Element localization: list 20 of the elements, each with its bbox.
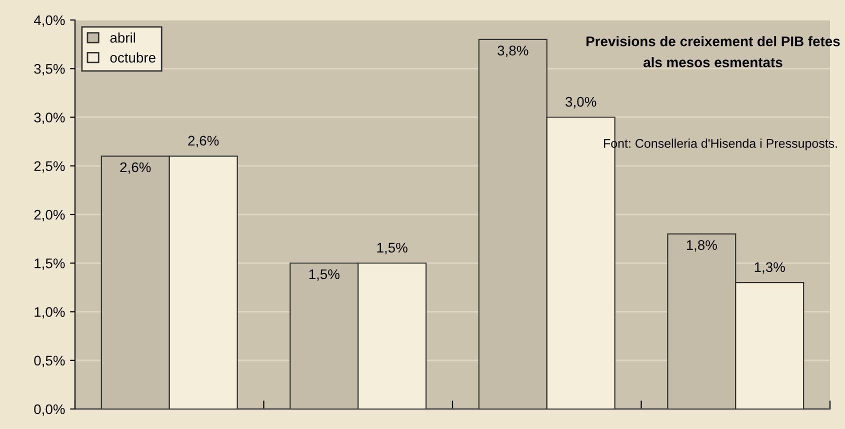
data-label: 2,6% bbox=[120, 162, 151, 174]
annotation: Previsions de creixement del PIB fetes als mesos esmentats bbox=[586, 36, 840, 68]
y-tick-label: 3,5% bbox=[34, 64, 65, 76]
y-tick-label: 2,5% bbox=[34, 161, 65, 173]
data-label: 3,0% bbox=[566, 96, 596, 108]
legend-label: octubre bbox=[110, 52, 156, 63]
data-label: 1,8% bbox=[686, 240, 717, 252]
y-tick-label: 1,0% bbox=[34, 307, 65, 319]
y-tick-label: 0,5% bbox=[34, 356, 65, 368]
y-tick-label: 1,5% bbox=[34, 258, 65, 270]
y-tick-label: 2,0% bbox=[34, 210, 65, 222]
data-label: 1,5% bbox=[309, 269, 340, 281]
legend-label: abril bbox=[110, 32, 136, 43]
y-tick-label: 3,0% bbox=[34, 112, 65, 124]
data-label: 2,6% bbox=[188, 136, 219, 148]
data-label: 1,3% bbox=[754, 262, 785, 274]
data-label: 1,5% bbox=[377, 242, 408, 254]
y-tick-label: 0,0% bbox=[34, 404, 65, 416]
y-tick-label: 4,0% bbox=[34, 15, 65, 27]
data-label: 3,8% bbox=[498, 46, 528, 58]
